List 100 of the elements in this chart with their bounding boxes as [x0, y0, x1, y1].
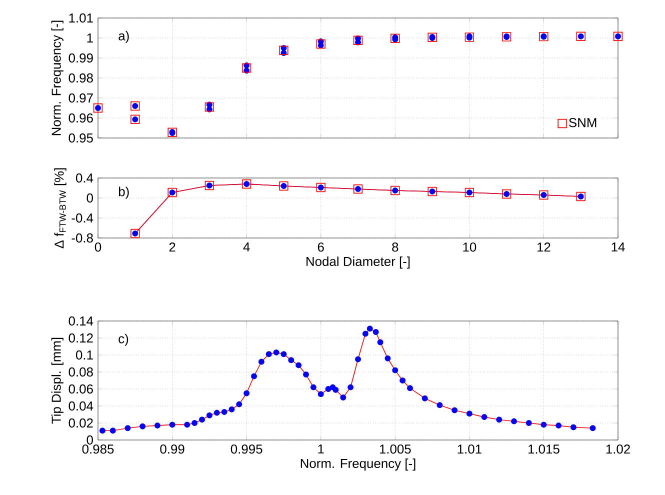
- point: [570, 424, 576, 430]
- point: [99, 428, 106, 434]
- point: [496, 416, 502, 423]
- point: [481, 414, 488, 420]
- point: [353, 36, 363, 45]
- x-tick-label: 1.01: [458, 444, 482, 454]
- x-tick-label: 4: [243, 242, 250, 252]
- point: [303, 372, 309, 378]
- x-tick-label: 14: [612, 242, 625, 252]
- point: [310, 384, 316, 390]
- point: [244, 390, 250, 396]
- annotation: a): [118, 30, 129, 43]
- point: [362, 330, 368, 337]
- y-axis-title: Norm. Frequency [-]: [51, 20, 64, 136]
- x-tick-label: 12: [538, 242, 550, 252]
- x-tick-label: 0: [94, 242, 102, 252]
- x-axis-title: Nodal Diameter [-]: [306, 256, 410, 269]
- y-tick-label: 0.08: [68, 367, 93, 377]
- x-tick-label: 6: [318, 242, 324, 252]
- point: [169, 422, 176, 428]
- point: [556, 422, 562, 429]
- y-tick-label: 0.98: [68, 73, 93, 83]
- y-tick-label: 0.14: [68, 316, 94, 326]
- point: [318, 391, 324, 398]
- point: [377, 339, 384, 346]
- point: [258, 358, 264, 365]
- point: [199, 416, 205, 423]
- point: [288, 357, 294, 364]
- x-tick-label: 1.005: [380, 444, 411, 454]
- point: [206, 412, 212, 418]
- y-tick-label: 0.1: [76, 350, 93, 360]
- y-tick-label: 1: [87, 34, 93, 42]
- x-tick-label: 0.985: [82, 444, 114, 454]
- y-tick-label: 0: [86, 193, 93, 203]
- point: [154, 422, 160, 429]
- y-tick-label: 0.99: [68, 53, 93, 63]
- y-axis-title: Δ f$_{FTW-BTW}$ [%]: [54, 168, 66, 248]
- point: [273, 349, 280, 356]
- x-tick-label: 8: [392, 242, 398, 252]
- y-tick-label: 0.95: [68, 133, 93, 143]
- point: [214, 410, 220, 416]
- point: [296, 362, 302, 368]
- point: [316, 39, 326, 49]
- point: [184, 422, 190, 428]
- point: [392, 367, 398, 374]
- x-tick-label: 1.015: [528, 444, 560, 454]
- x-tick-label: 0.995: [230, 444, 262, 454]
- point: [348, 384, 354, 390]
- point: [266, 351, 272, 358]
- point: [384, 355, 391, 362]
- point: [590, 425, 596, 432]
- x-tick-label: 10: [463, 242, 476, 252]
- annotation: b): [118, 186, 129, 199]
- point: [340, 394, 346, 400]
- point: [407, 385, 413, 392]
- point: [390, 34, 400, 43]
- annotation: c): [118, 334, 128, 346]
- point: [110, 428, 116, 434]
- point: [355, 356, 361, 362]
- point: [332, 386, 339, 393]
- point: [400, 378, 406, 384]
- point: [366, 326, 373, 332]
- y-tick-label: -0.8: [72, 233, 93, 243]
- point: [511, 418, 517, 424]
- point: [526, 420, 532, 426]
- y-tick-label: 0.97: [68, 93, 93, 103]
- x-tick-label: 0.99: [160, 444, 184, 454]
- y-tick-label: 1.01: [69, 13, 93, 23]
- legend-label: SNM: [569, 118, 596, 128]
- point: [325, 386, 332, 392]
- x-tick-label: 1: [318, 444, 324, 454]
- point: [192, 420, 198, 426]
- point: [221, 408, 228, 415]
- y-axis-title: Tip Displ. [mm]: [51, 338, 64, 424]
- point: [124, 425, 131, 432]
- x-tick-label: 2: [169, 242, 176, 252]
- x-axis-title: Norm. Frequency [-]: [300, 458, 416, 471]
- point: [422, 395, 428, 402]
- point: [204, 102, 214, 112]
- point: [228, 406, 235, 412]
- point: [140, 423, 146, 430]
- y-tick-label: -0.4: [72, 213, 94, 223]
- y-tick-label: 0.04: [68, 401, 94, 411]
- y-tick-label: 0.12: [68, 333, 93, 343]
- point: [236, 401, 242, 408]
- point: [372, 329, 379, 336]
- point: [452, 407, 458, 414]
- point: [540, 422, 547, 428]
- point: [251, 373, 257, 380]
- y-tick-label: 0.06: [68, 384, 93, 394]
- y-tick-label: 0.96: [68, 113, 93, 123]
- y-tick-label: 0.02: [68, 418, 93, 428]
- y-tick-label: 0.4: [76, 173, 94, 183]
- y-tick-label: 0: [86, 435, 93, 445]
- point: [242, 63, 252, 73]
- point: [279, 46, 288, 55]
- x-tick-label: 1.02: [606, 444, 630, 454]
- point: [466, 410, 472, 417]
- point: [280, 351, 287, 358]
- point: [436, 402, 443, 408]
